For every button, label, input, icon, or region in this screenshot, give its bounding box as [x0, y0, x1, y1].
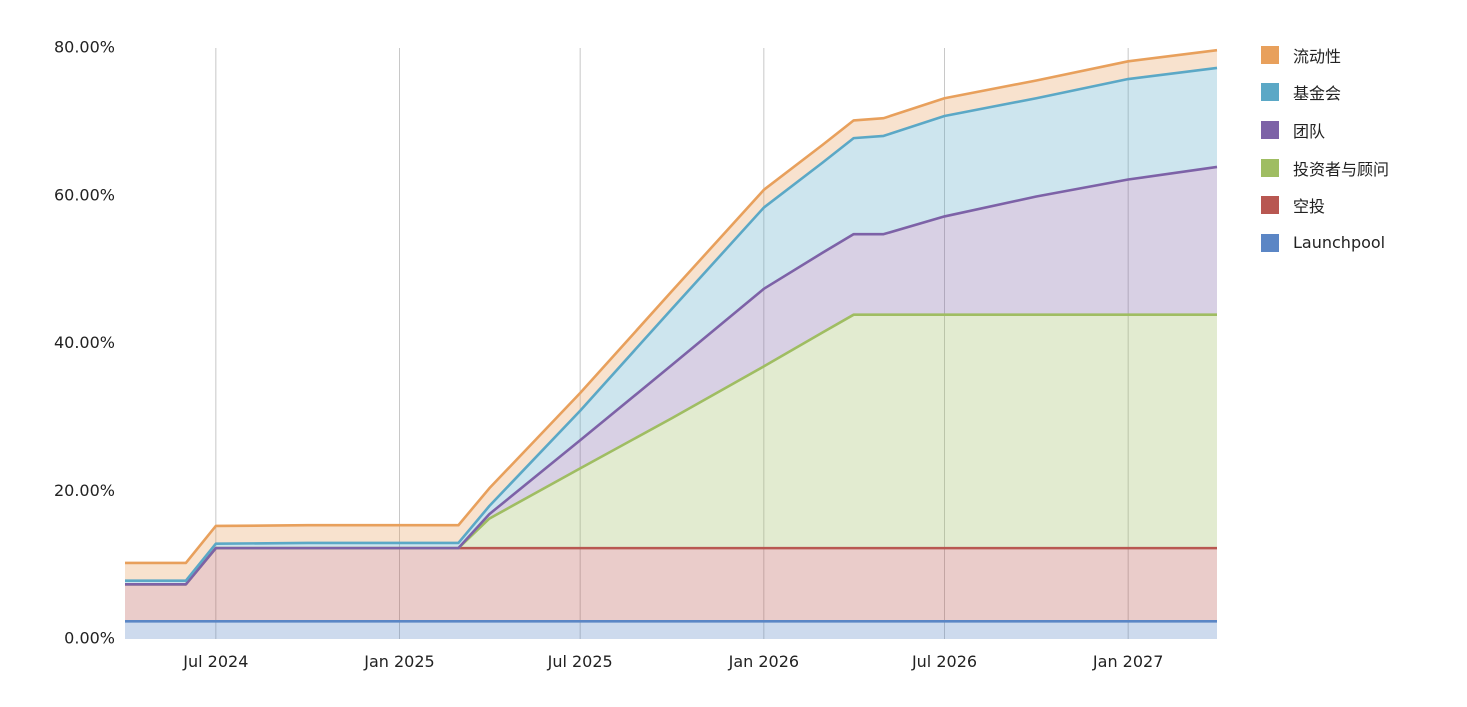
y-tick-label: 60.00%: [54, 185, 115, 204]
legend-item: 基金会: [1261, 74, 1389, 112]
series-lines: [125, 48, 1218, 623]
x-tick-label: Jul 2024: [182, 652, 248, 671]
legend-item: 投资者与顾问: [1261, 149, 1389, 187]
series-4-line: [125, 66, 1218, 582]
y-axis: 0.00% 20.00% 40.00% 60.00% 80.00%: [54, 38, 115, 648]
x-tick-label: Jan 2026: [728, 652, 799, 671]
y-tick-label: 80.00%: [54, 38, 115, 57]
legend-swatch: [1261, 196, 1279, 215]
legend-item: 空投: [1261, 186, 1389, 224]
legend-label: 空投: [1293, 197, 1326, 217]
x-tick-label: Jul 2025: [547, 652, 613, 671]
legend-item: Launchpool: [1261, 224, 1389, 262]
y-tick-label: 40.00%: [54, 333, 115, 352]
legend-swatch: [1261, 233, 1279, 252]
x-tick-label: Jan 2025: [363, 652, 434, 671]
legend-label: 团队: [1293, 121, 1326, 141]
series-1-area: [125, 548, 1217, 622]
legend-swatch: [1261, 45, 1279, 64]
series-5-line: [125, 48, 1218, 565]
series-3-line: [125, 165, 1218, 586]
y-tick-label: 20.00%: [54, 481, 115, 500]
area-series: [125, 50, 1217, 639]
legend-label: 基金会: [1293, 84, 1342, 104]
legend-swatch: [1261, 120, 1279, 139]
series-0-area: [125, 621, 1217, 639]
series-5-area: [125, 50, 1217, 581]
x-tick-label: Jan 2027: [1092, 652, 1163, 671]
y-tick-label: 0.00%: [64, 629, 115, 648]
legend-swatch: [1261, 83, 1279, 102]
x-axis: Jul 2024 Jan 2025 Jul 2025 Jan 2026 Jul 2026…: [182, 652, 1163, 671]
x-tick-label: Jul 2026: [911, 652, 977, 671]
legend-label: Launchpool: [1293, 233, 1386, 253]
series-2-area: [125, 314, 1217, 585]
legend: 流动性基金会团队投资者与顾问 空投 Launchpool: [1261, 36, 1389, 262]
legend-swatch: [1261, 158, 1279, 177]
gridlines: [215, 48, 1129, 639]
legend-label: 投资者与顾问: [1293, 159, 1390, 179]
legend-label: 流动性: [1293, 46, 1342, 66]
series-4-area: [125, 67, 1217, 585]
legend-item: 流动性: [1261, 36, 1389, 74]
series-3-area: [125, 166, 1217, 585]
legend-item: 团队: [1261, 111, 1389, 149]
